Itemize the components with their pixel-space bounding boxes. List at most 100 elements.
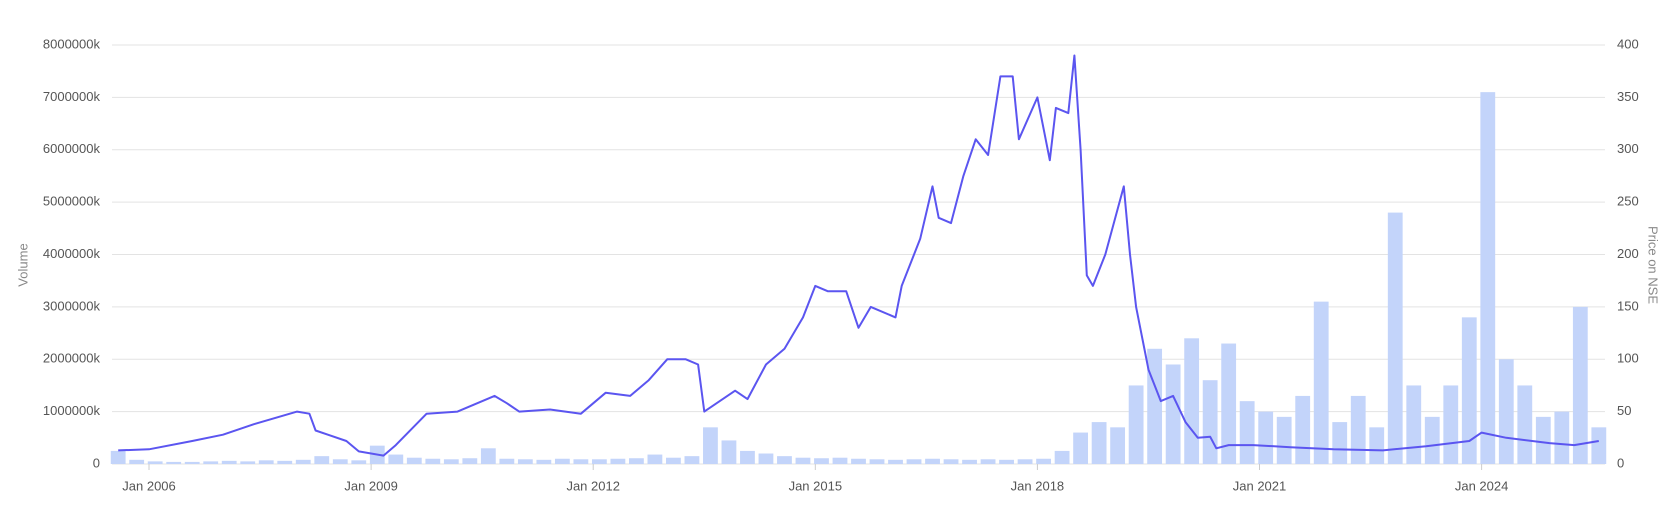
volume-bar [1369, 427, 1385, 464]
y-tick-label: 0 [93, 455, 100, 470]
volume-bar [832, 457, 848, 464]
y2-tick-label: 150 [1617, 298, 1639, 313]
volume-bar [1461, 317, 1477, 464]
volume-bar [906, 459, 922, 464]
volume-bar [888, 459, 903, 464]
y2-axis-title: Price on NSE [1646, 226, 1661, 304]
volume-bar [166, 461, 182, 464]
volume-bar [1073, 432, 1089, 464]
volume-bar [1147, 348, 1163, 464]
volume-bar [980, 459, 996, 464]
volume-bar [721, 440, 737, 464]
price-line [118, 54, 1599, 457]
volume-bar [1332, 422, 1348, 464]
volume-bar [240, 461, 256, 464]
volume-bar [1554, 411, 1570, 464]
volume-bar [1184, 338, 1200, 464]
volume-bar [1498, 359, 1514, 464]
volume-bar [869, 459, 885, 464]
y2-tick-label: 0 [1617, 455, 1624, 470]
volume-bar [1276, 416, 1292, 464]
volume-bar [536, 459, 552, 464]
volume-bar [332, 459, 348, 464]
y-tick-label: 2000000k [43, 351, 101, 366]
volume-bar [517, 459, 533, 464]
volume-bar [406, 457, 422, 464]
volume-bar [666, 457, 681, 464]
volume-bar [277, 460, 293, 464]
volume-bar [1165, 364, 1181, 464]
volume-bar [1258, 411, 1274, 464]
volume-bar [684, 456, 700, 464]
y2-tick-label: 100 [1617, 351, 1639, 366]
y-axis-title: Volume [15, 243, 30, 286]
volume-bar [591, 459, 607, 464]
volume-bar [1535, 416, 1551, 464]
volume-bar [1424, 416, 1440, 464]
volume-bar [1295, 395, 1311, 464]
y2-tick-label: 200 [1617, 246, 1639, 261]
volume-bar [221, 460, 237, 464]
y-tick-label: 7000000k [43, 89, 101, 104]
x-tick-label: Jan 2009 [344, 478, 398, 493]
volume-bar [1239, 401, 1255, 464]
x-tick-label: Jan 2012 [566, 478, 620, 493]
volume-bar [425, 458, 441, 464]
volume-bar [1128, 385, 1144, 464]
volume-bar [1387, 212, 1403, 464]
y-tick-label: 6000000k [43, 141, 101, 156]
y2-tick-label: 350 [1617, 89, 1639, 104]
volume-bar [314, 456, 330, 464]
volume-bar [480, 448, 496, 464]
volume-bar [129, 459, 145, 464]
y-tick-label: 4000000k [43, 246, 101, 261]
volume-bar [1221, 343, 1237, 464]
volume-bar [443, 459, 459, 464]
volume-bar [703, 427, 718, 464]
volume-bar [943, 459, 959, 464]
volume-bar [851, 458, 866, 464]
y-tick-label: 1000000k [43, 403, 101, 418]
volume-bar [740, 450, 755, 464]
y-tick-label: 5000000k [43, 194, 101, 209]
volume-bar [203, 461, 219, 464]
x-tick-label: Jan 2006 [122, 478, 176, 493]
volume-bar [814, 458, 829, 464]
y-tick-label: 8000000k [43, 36, 101, 51]
volume-bar [554, 458, 570, 464]
volume-bar [147, 461, 163, 464]
volume-bar [499, 458, 515, 464]
volume-bar [758, 453, 774, 464]
y-tick-label: 3000000k [43, 298, 101, 313]
x-tick-label: Jan 2015 [789, 478, 843, 493]
x-tick-label: Jan 2021 [1233, 478, 1287, 493]
volume-bar [795, 457, 811, 464]
volume-bar [1054, 450, 1070, 464]
volume-bar [610, 458, 626, 464]
volume-bar [1572, 306, 1588, 464]
volume-bar [462, 458, 478, 464]
y2-tick-label: 50 [1617, 403, 1631, 418]
volume-bar [1443, 385, 1459, 464]
volume-bar [295, 459, 311, 464]
volume-bar [573, 459, 589, 464]
volume-bar [1202, 380, 1218, 464]
volume-bar [110, 450, 126, 464]
volume-bar [184, 461, 200, 464]
volume-bar [1017, 459, 1033, 464]
volume-bar [925, 458, 940, 464]
y2-tick-label: 250 [1617, 194, 1639, 209]
volume-bar [1036, 458, 1051, 464]
volume-bar [628, 458, 644, 464]
volume-bar [1406, 385, 1422, 464]
volume-bar [1480, 92, 1496, 464]
x-tick-label: Jan 2024 [1455, 478, 1509, 493]
y2-tick-label: 400 [1617, 36, 1639, 51]
volume-bar [1091, 422, 1107, 464]
volume-bar [258, 460, 274, 464]
volume-bar [1591, 427, 1607, 464]
volume-bar [777, 456, 792, 464]
y2-tick-label: 300 [1617, 141, 1639, 156]
x-tick-label: Jan 2018 [1011, 478, 1065, 493]
